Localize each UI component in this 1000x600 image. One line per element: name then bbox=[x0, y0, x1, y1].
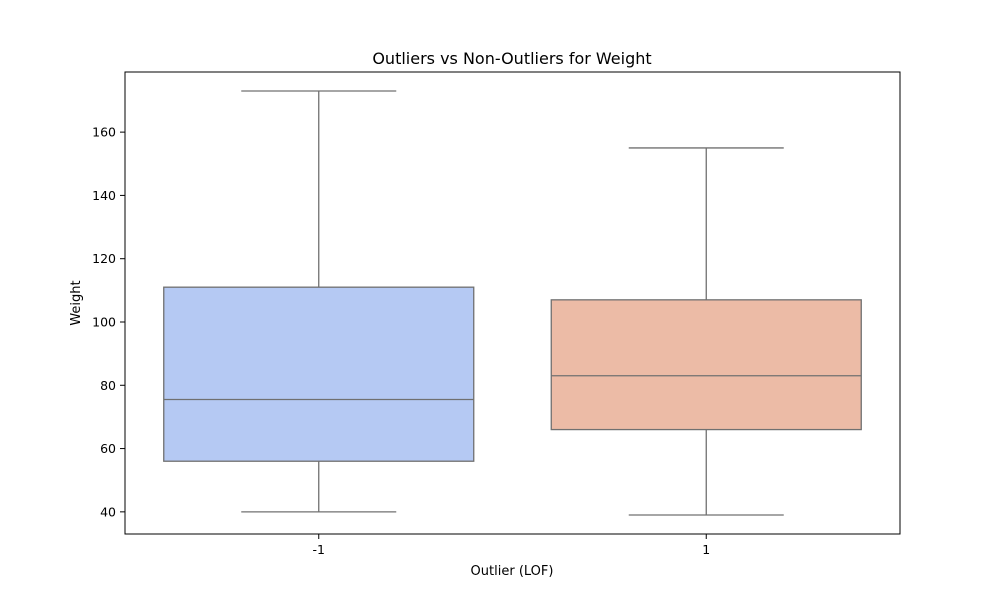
y-axis-label: Weight bbox=[69, 280, 84, 325]
y-tick-label: 120 bbox=[92, 251, 116, 266]
y-tick-label: 140 bbox=[92, 188, 116, 203]
plot-frame bbox=[124, 71, 901, 535]
y-tick-label: 40 bbox=[100, 504, 116, 519]
box-1 bbox=[550, 299, 862, 431]
x-tick-label: -1 bbox=[313, 542, 325, 557]
y-tick-label: 160 bbox=[92, 125, 116, 140]
y-tick-label: 80 bbox=[100, 378, 116, 393]
y-tick-label: 100 bbox=[92, 314, 116, 329]
x-axis-label: Outlier (LOF) bbox=[471, 564, 554, 579]
chart-title: Outliers vs Non-Outliers for Weight bbox=[372, 49, 651, 68]
y-tick-label: 60 bbox=[100, 441, 116, 456]
box--1 bbox=[163, 286, 475, 462]
x-tick-label: 1 bbox=[702, 542, 710, 557]
